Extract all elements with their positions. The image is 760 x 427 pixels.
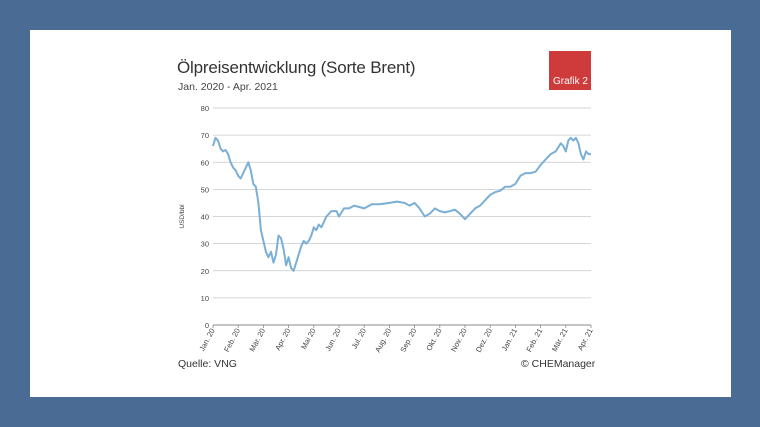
- y-tick-label: 40: [201, 213, 209, 222]
- price-series-line: [212, 136, 591, 272]
- y-tick-label: 10: [201, 294, 209, 303]
- chart-title: Ölpreisentwicklung (Sorte Brent): [177, 58, 416, 77]
- copyright-note: © CHEManager: [521, 358, 596, 370]
- x-tick-label: Mär. 21: [550, 327, 570, 353]
- x-tick-label: Mai 20: [299, 327, 318, 351]
- x-tick-label: Nov. 20: [449, 327, 469, 354]
- y-axis-label: USD/bbl: [179, 204, 186, 229]
- x-tick-label: Feb. 21: [524, 327, 544, 354]
- y-axis-ticks: 0 10 20 30 40 50 60 70 80: [201, 104, 209, 330]
- figure-badge: Grafik 2: [549, 51, 591, 90]
- x-tick-label: Jan. 21: [500, 327, 519, 353]
- x-tick-label: Jan. 20: [197, 327, 216, 353]
- x-tick-label: Feb. 20: [222, 327, 242, 354]
- y-tick-label: 80: [201, 104, 209, 113]
- x-tick-label: Sep. 20: [398, 327, 418, 354]
- x-tick-label: Okt. 20: [424, 327, 443, 353]
- figure-badge-label: Grafik 2: [552, 76, 588, 87]
- x-tick-label: Jun. 20: [323, 327, 342, 353]
- x-tick-label: Mär. 20: [247, 327, 267, 353]
- chart-subtitle: Jan. 2020 - Apr. 2021: [178, 81, 278, 93]
- x-tick-label: Apr. 21: [576, 327, 595, 352]
- source-note: Quelle: VNG: [178, 358, 237, 370]
- x-tick-label: Jul. 20: [350, 327, 368, 351]
- x-tick-label: Apr. 20: [273, 327, 292, 352]
- y-tick-label: 70: [201, 131, 209, 140]
- y-tick-label: 50: [201, 185, 209, 194]
- chart-card: [143, 49, 618, 379]
- x-axis-ticks: Jan. 20 Feb. 20 Mär. 20 Apr. 20 Mai 20 Jun. 2…: [197, 325, 595, 354]
- y-tick-label: 0: [205, 321, 209, 330]
- y-tick-label: 20: [201, 267, 209, 276]
- x-tick-label: Dez. 20: [474, 327, 494, 354]
- y-tick-label: 60: [201, 158, 209, 167]
- y-gridlines: [213, 107, 591, 326]
- y-tick-label: 30: [201, 240, 209, 249]
- x-tick-label: Aug. 20: [373, 327, 393, 354]
